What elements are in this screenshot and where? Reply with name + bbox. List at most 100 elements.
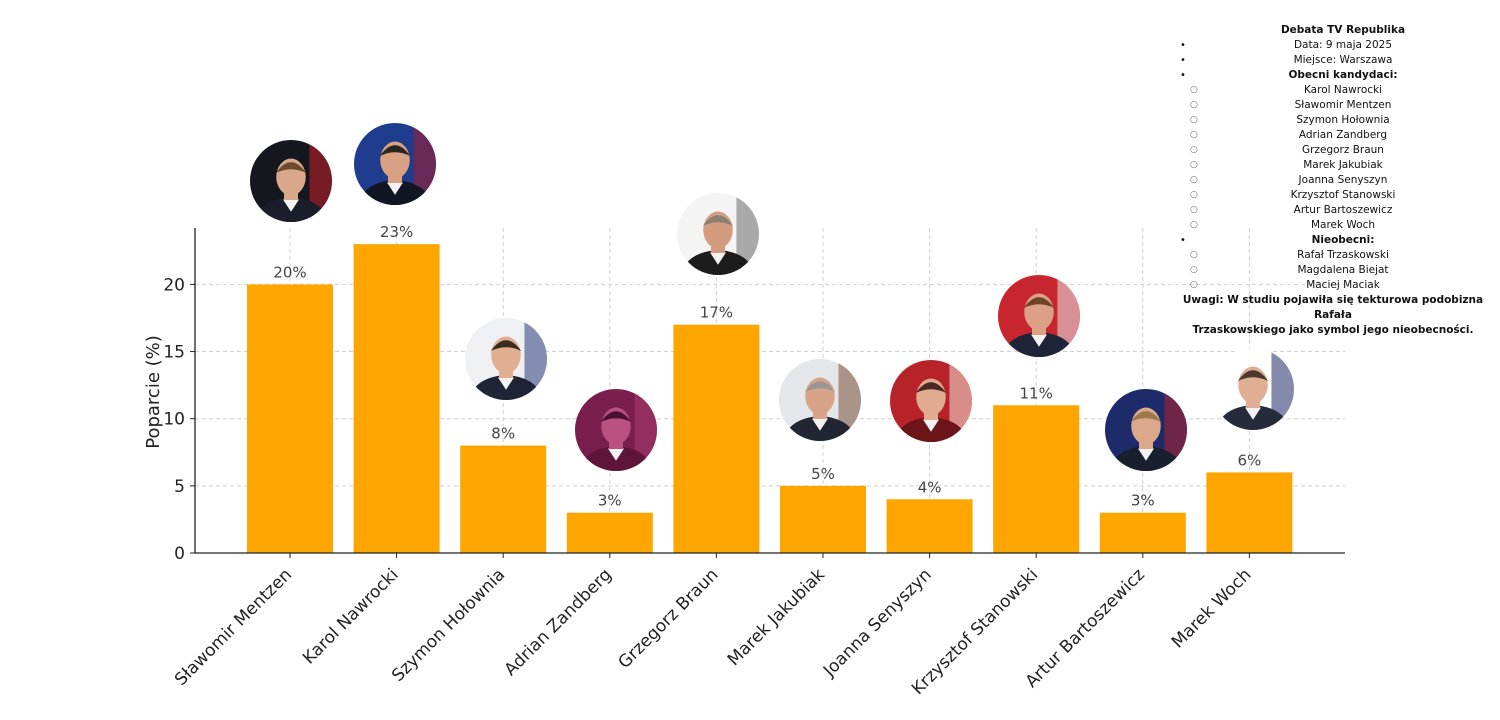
candidate-photo-avatar [250, 140, 332, 222]
circle-bullet-icon: ○ [1190, 145, 1198, 155]
present-candidate-item: ○ Karol Nawrocki [1170, 83, 1496, 98]
info-absent-heading-row: • Nieobecni: [1170, 233, 1496, 248]
present-candidate-item-name: Marek Woch [1310, 219, 1376, 231]
category-label: Artur Bartoszewicz [1022, 565, 1149, 692]
info-note: Uwagi: W studiu pojawiła się tekturowa p… [1170, 293, 1496, 338]
present-candidate-item: ○ Krzysztof Stanowski [1170, 188, 1496, 203]
info-note-line-2: Trzaskowskiego jako symbol jego nieobecn… [1192, 324, 1474, 336]
bar-value-label: 11% [1020, 384, 1053, 402]
bar [460, 445, 547, 553]
bar-value-label: 3% [598, 492, 622, 510]
circle-bullet-icon: ○ [1190, 100, 1198, 110]
category-label: Szymon Hołownia [388, 565, 509, 686]
bullet-icon: • [1180, 70, 1186, 81]
absent-candidate-item: ○ Rafał Trzaskowski [1170, 248, 1496, 263]
bars-layer: 20% 23% 8% 3% 17% 5% 4% 11% 3% 6% [247, 223, 1293, 553]
category-label: Adrian Zandberg [501, 565, 616, 680]
candidate-photo-avatar [677, 193, 759, 275]
candidate-photo-avatar [890, 360, 972, 442]
y-axis-title: Poparcie (%) [143, 335, 164, 449]
info-date: Data: 9 maja 2025 [1293, 39, 1393, 51]
bar-value-label: 5% [811, 465, 835, 483]
bar-value-label: 20% [273, 263, 306, 281]
bar [1099, 512, 1186, 553]
bar-value-label: 8% [491, 425, 515, 443]
info-absent-heading: Nieobecni: [1311, 234, 1375, 246]
circle-bullet-icon: ○ [1190, 115, 1198, 125]
bar [566, 512, 653, 553]
bullet-icon: • [1180, 40, 1186, 51]
present-candidate-item-name: Joanna Senyszyn [1298, 174, 1388, 186]
absent-candidate-item: ○ Maciej Maciak [1170, 278, 1496, 293]
bar [993, 405, 1080, 553]
present-candidate-item-name: Marek Jakubiak [1303, 159, 1383, 171]
bar-value-label: 23% [380, 223, 413, 241]
present-candidate-item: ○ Szymon Hołownia [1170, 113, 1496, 128]
present-candidate-item: ○ Marek Jakubiak [1170, 158, 1496, 173]
circle-bullet-icon: ○ [1190, 280, 1198, 290]
circle-bullet-icon: ○ [1190, 220, 1198, 230]
info-title: Debata TV Republika [1280, 24, 1406, 36]
candidate-photo-avatar [1212, 348, 1294, 430]
bar-value-label: 17% [700, 304, 733, 322]
category-label: Marek Woch [1168, 565, 1256, 653]
info-place: Miejsce: Warszawa [1293, 54, 1393, 66]
absent-candidate-item-name: Maciej Maciak [1306, 279, 1380, 291]
category-label: Karol Nawrocki [299, 565, 403, 669]
candidate-photo-avatar [1105, 389, 1187, 471]
absent-candidates-list: ○ Rafał Trzaskowski ○ Magdalena Biejat ○ Maci… [1170, 248, 1496, 293]
category-label: Marek Jakubiak [724, 565, 829, 670]
present-candidate-item: ○ Sławomir Mentzen [1170, 98, 1496, 113]
info-panel: Debata TV Republika • Data: 9 maja 2025 … [1170, 23, 1496, 338]
y-tick-label: 5 [174, 477, 185, 497]
present-candidate-item-name: Artur Bartoszewicz [1293, 204, 1393, 216]
circle-bullet-icon: ○ [1190, 190, 1198, 200]
info-present-heading: Obecni kandydaci: [1288, 69, 1398, 81]
info-place-row: • Miejsce: Warszawa [1170, 53, 1496, 68]
y-tick-label: 20 [163, 275, 185, 295]
circle-bullet-icon: ○ [1190, 250, 1198, 260]
bullet-icon: • [1180, 235, 1186, 246]
bullet-icon: • [1180, 55, 1186, 66]
bar [886, 499, 973, 553]
present-candidate-item: ○ Adrian Zandberg [1170, 128, 1496, 143]
present-candidate-item-name: Krzysztof Stanowski [1290, 189, 1396, 201]
present-candidates-list: ○ Karol Nawrocki ○ Sławomir Mentzen ○ Szymon … [1170, 83, 1496, 233]
info-date-row: • Data: 9 maja 2025 [1170, 38, 1496, 53]
present-candidate-item-name: Karol Nawrocki [1303, 84, 1383, 96]
absent-candidate-item-name: Magdalena Biejat [1297, 264, 1389, 276]
bar [1206, 472, 1293, 553]
present-candidate-item: ○ Joanna Senyszyn [1170, 173, 1496, 188]
circle-bullet-icon: ○ [1190, 130, 1198, 140]
circle-bullet-icon: ○ [1190, 205, 1198, 215]
circle-bullet-icon: ○ [1190, 85, 1198, 95]
bar [780, 485, 866, 553]
category-label: Sławomir Mentzen [171, 565, 296, 690]
portrait-layer [250, 123, 1294, 471]
y-tick-label: 15 [163, 343, 185, 363]
y-tick-label: 0 [174, 544, 185, 564]
bar [247, 284, 333, 553]
present-candidate-item-name: Grzegorz Braun [1302, 144, 1384, 156]
present-candidate-item: ○ Artur Bartoszewicz [1170, 203, 1496, 218]
candidate-photo-avatar [998, 275, 1080, 357]
present-candidate-item-name: Szymon Hołownia [1296, 114, 1390, 126]
absent-candidate-item-name: Rafał Trzaskowski [1297, 249, 1389, 261]
info-note-line-1: Uwagi: W studiu pojawiła się tekturowa p… [1182, 294, 1484, 321]
bar [353, 244, 440, 553]
present-candidate-item: ○ Grzegorz Braun [1170, 143, 1496, 158]
bar-value-label: 3% [1131, 492, 1155, 510]
info-present-heading-row: • Obecni kandydaci: [1170, 68, 1496, 83]
present-candidate-item-name: Sławomir Mentzen [1294, 99, 1392, 111]
absent-candidate-item: ○ Magdalena Biejat [1170, 263, 1496, 278]
bar [673, 324, 760, 553]
category-label: Joanna Senyszyn [819, 565, 936, 682]
circle-bullet-icon: ○ [1190, 265, 1198, 275]
present-candidate-item: ○ Marek Woch [1170, 218, 1496, 233]
category-label: Grzegorz Braun [614, 565, 722, 673]
circle-bullet-icon: ○ [1190, 175, 1198, 185]
candidate-photo-avatar [465, 318, 547, 400]
circle-bullet-icon: ○ [1190, 160, 1198, 170]
